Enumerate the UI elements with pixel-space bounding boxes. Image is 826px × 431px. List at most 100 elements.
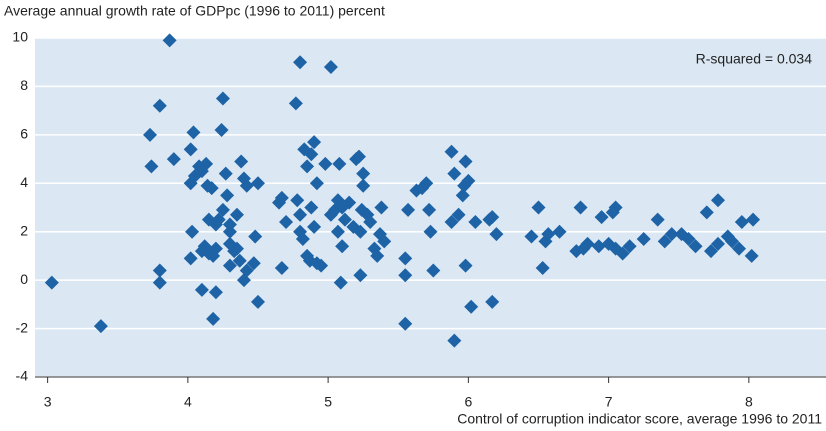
point <box>444 144 459 159</box>
point <box>250 294 265 309</box>
point <box>318 156 333 171</box>
point <box>591 239 606 254</box>
point <box>152 263 167 278</box>
point <box>309 176 324 191</box>
point <box>314 258 329 273</box>
point <box>44 275 59 290</box>
point <box>377 234 392 249</box>
point <box>464 299 479 314</box>
y-tick-label: 8 <box>20 77 28 93</box>
y-tick-label: 4 <box>20 174 28 190</box>
point <box>451 207 466 222</box>
point <box>468 215 483 230</box>
y-tick-label: -2 <box>16 319 29 335</box>
point <box>531 200 546 215</box>
point <box>744 248 759 263</box>
point <box>535 261 550 276</box>
point <box>711 193 726 208</box>
point <box>214 123 229 138</box>
point <box>208 285 223 300</box>
point <box>218 166 233 181</box>
point <box>342 195 357 210</box>
point <box>185 224 200 239</box>
point <box>208 241 223 256</box>
point <box>711 236 726 251</box>
point <box>183 142 198 157</box>
point <box>288 96 303 111</box>
point <box>664 227 679 242</box>
y-tick-label: 0 <box>20 271 28 287</box>
point <box>398 251 413 266</box>
point <box>732 241 747 256</box>
point <box>186 125 201 140</box>
point <box>304 147 319 162</box>
point <box>489 227 504 242</box>
point <box>215 202 230 217</box>
point <box>300 159 315 174</box>
point <box>725 234 740 249</box>
point <box>332 156 347 171</box>
x-tick-label: 7 <box>605 394 613 410</box>
point <box>335 239 350 254</box>
point <box>143 127 158 142</box>
point <box>248 229 263 244</box>
point <box>650 212 665 227</box>
point <box>458 154 473 169</box>
point <box>295 231 310 246</box>
point <box>239 263 254 278</box>
point <box>229 207 244 222</box>
point <box>353 224 368 239</box>
point <box>166 152 181 167</box>
point <box>734 215 749 230</box>
x-tick-label: 6 <box>464 394 472 410</box>
point <box>279 215 294 230</box>
point <box>398 268 413 283</box>
point <box>622 239 637 254</box>
point <box>93 319 108 334</box>
point <box>246 256 261 271</box>
point <box>363 215 378 230</box>
point <box>152 275 167 290</box>
point <box>337 212 352 227</box>
point <box>636 231 651 246</box>
annotation: R-squared = 0.034 <box>696 51 813 67</box>
point <box>274 261 289 276</box>
point <box>356 166 371 181</box>
x-tick-label: 8 <box>745 394 753 410</box>
point <box>594 210 609 225</box>
point <box>458 258 473 273</box>
point <box>307 219 322 234</box>
point <box>426 263 441 278</box>
point <box>222 224 237 239</box>
point <box>447 166 462 181</box>
point <box>703 244 718 259</box>
point <box>681 231 696 246</box>
point <box>227 244 242 259</box>
point <box>356 178 371 193</box>
point <box>333 275 348 290</box>
point <box>239 178 254 193</box>
point <box>293 55 308 70</box>
y-tick-label: -4 <box>16 368 29 384</box>
point <box>461 173 476 188</box>
y-tick-label: 6 <box>20 126 28 142</box>
point <box>657 234 672 249</box>
point <box>485 294 500 309</box>
point <box>422 202 437 217</box>
point <box>206 311 221 326</box>
point <box>485 210 500 225</box>
point <box>455 188 470 203</box>
point <box>330 224 345 239</box>
point <box>353 268 368 283</box>
point <box>699 205 714 220</box>
point <box>615 246 630 261</box>
point <box>152 98 167 113</box>
point <box>220 188 235 203</box>
y-tick-label: 2 <box>20 222 28 238</box>
point <box>552 224 567 239</box>
point <box>423 224 438 239</box>
point <box>580 236 595 251</box>
x-tick-label: 4 <box>184 394 192 410</box>
point <box>234 154 249 169</box>
